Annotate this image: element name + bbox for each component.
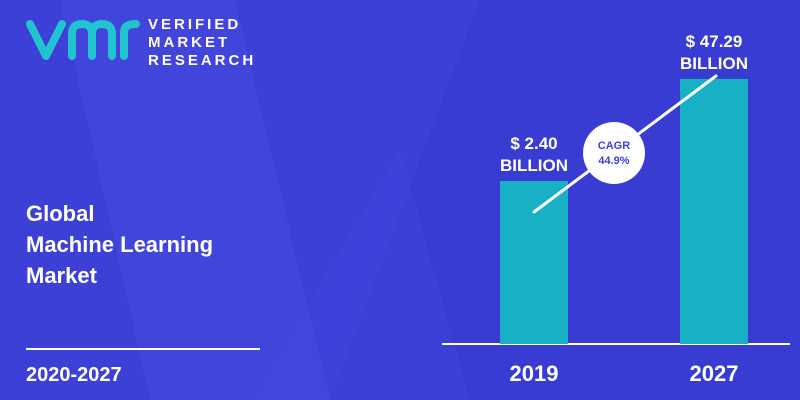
cagr-label: CAGR <box>598 140 630 152</box>
value-unit-2027: BILLION <box>680 54 748 73</box>
market-title: Global Machine Learning Market <box>26 198 213 291</box>
cagr-value: 44.9% <box>598 155 629 167</box>
left-divider <box>26 348 260 350</box>
vmr-logo <box>26 19 140 60</box>
cagr-circle <box>583 122 645 184</box>
logo-line-market: MARKET <box>148 34 231 51</box>
value-label-2019: $ 2.40 <box>510 134 557 153</box>
logo-line-research: RESEARCH <box>148 52 257 69</box>
bar-2019 <box>500 181 568 344</box>
logo-line-verified: VERIFIED <box>148 16 242 33</box>
forecast-period: 2020-2027 <box>26 364 122 386</box>
value-unit-2019: BILLION <box>500 156 568 175</box>
title-line-2: Machine Learning <box>26 232 214 257</box>
title-line-3: Market <box>26 263 97 288</box>
category-label-2027: 2027 <box>690 361 739 386</box>
logo-wordmark: VERIFIED MARKET RESEARCH <box>148 16 256 70</box>
title-line-1: Global <box>26 201 95 226</box>
value-label-2027: $ 47.29 <box>686 32 743 51</box>
category-label-2019: 2019 <box>510 361 559 386</box>
bar-2027 <box>680 79 748 344</box>
